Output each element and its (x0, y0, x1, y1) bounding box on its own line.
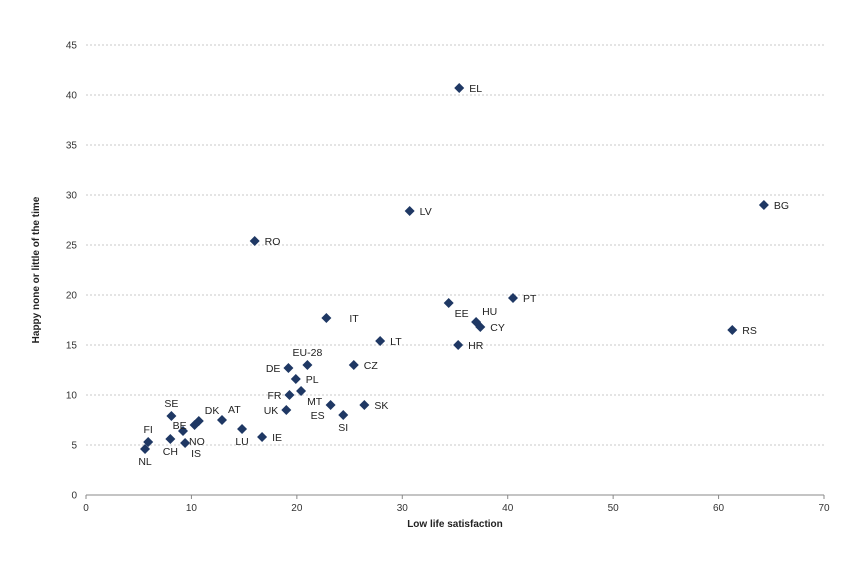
point-label-de: DE (266, 363, 281, 375)
data-point-fr (284, 390, 295, 400)
data-points (140, 83, 769, 454)
data-point-se (166, 411, 177, 421)
x-tick-label: 60 (713, 503, 725, 514)
point-label-mt: MT (307, 396, 323, 408)
data-point-lv (404, 206, 415, 216)
gridlines (86, 44, 824, 446)
data-point-eu-28 (302, 360, 313, 370)
data-point-rs (727, 325, 738, 335)
x-axis-title: Low life satisfaction (407, 519, 503, 530)
data-point-pl (290, 374, 301, 384)
point-label-uk: UK (264, 405, 279, 417)
point-label-se: SE (164, 398, 178, 410)
point-label-no: NO (189, 436, 205, 448)
point-label-hr: HR (468, 340, 484, 352)
x-tick-label: 30 (397, 503, 409, 514)
data-point-uk (281, 405, 292, 415)
point-label-at: AT (228, 404, 241, 416)
point-label-cy: CY (490, 322, 505, 334)
point-label-is: IS (191, 448, 201, 460)
point-label-ro: RO (265, 236, 281, 248)
data-point-ro (249, 236, 260, 246)
point-labels: EL BG LV RO PT EE HU CY RS IT LT HR EU-28 CZ DE PL MT FR S… (138, 83, 789, 468)
y-tick-label: 40 (66, 91, 78, 102)
point-label-nl: NL (138, 456, 152, 468)
point-label-rs: RS (742, 325, 757, 337)
data-point-si (338, 410, 349, 420)
point-label-bg: BG (774, 200, 789, 212)
data-point-ch (165, 434, 176, 444)
data-point-be (189, 420, 200, 430)
point-label-sk: SK (374, 400, 388, 412)
x-tick-label: 70 (818, 503, 830, 514)
point-label-eu-28: EU-28 (293, 347, 323, 359)
y-tick-label: 5 (71, 441, 77, 452)
point-label-el: EL (469, 83, 482, 95)
axes (85, 494, 825, 499)
y-tick-label: 15 (66, 341, 78, 352)
data-point-fi (143, 437, 154, 447)
data-point-cy (475, 322, 486, 332)
point-label-fr: FR (267, 390, 281, 402)
point-label-lv: LV (420, 206, 432, 218)
x-tick-label: 20 (291, 503, 303, 514)
point-label-ie: IE (272, 432, 282, 444)
y-tick-label: 20 (66, 291, 78, 302)
y-tick-label: 0 (71, 491, 77, 502)
y-tick-label: 35 (66, 141, 78, 152)
data-point-lu (237, 424, 248, 434)
point-label-pl: PL (306, 374, 319, 386)
point-label-be: BE (173, 420, 187, 432)
data-point-es (325, 400, 336, 410)
data-point-at (217, 415, 228, 425)
data-point-ie (257, 432, 268, 442)
data-point-cz (348, 360, 359, 370)
x-tick-label: 10 (186, 503, 198, 514)
y-tick-label: 25 (66, 241, 78, 252)
point-label-pt: PT (523, 293, 537, 305)
x-tick-label: 50 (608, 503, 620, 514)
point-label-fi: FI (144, 424, 153, 436)
point-label-cz: CZ (364, 360, 379, 372)
data-point-el (454, 83, 465, 93)
data-point-no (177, 426, 188, 436)
point-label-lu: LU (235, 436, 248, 448)
point-label-es: ES (311, 410, 325, 422)
point-label-hu: HU (482, 306, 497, 318)
y-axis-title: Happy none or little of the time (31, 196, 42, 343)
data-point-ee (443, 298, 454, 308)
data-point-bg (758, 200, 769, 210)
data-point-de (283, 363, 294, 373)
y-tick-label: 10 (66, 391, 78, 402)
data-point-it (321, 313, 332, 323)
data-point-mt (296, 386, 307, 396)
x-tick-label: 40 (502, 503, 514, 514)
point-label-dk: DK (205, 405, 220, 417)
data-point-sk (359, 400, 370, 410)
y-tick-label: 30 (66, 191, 78, 202)
data-point-hr (453, 340, 464, 350)
x-tick-label: 0 (83, 503, 89, 514)
tick-labels: 0 5 10 15 20 25 30 35 40 45 0 10 20 30 40 50 60 70 (66, 41, 830, 515)
point-label-it: IT (349, 313, 359, 325)
point-label-ch: CH (163, 446, 178, 458)
data-point-nl (140, 444, 151, 454)
data-point-is (180, 438, 191, 448)
y-tick-label: 45 (66, 41, 78, 52)
data-point-lt (375, 336, 386, 346)
point-label-si: SI (338, 422, 348, 434)
point-label-lt: LT (390, 336, 402, 348)
point-label-ee: EE (455, 308, 469, 320)
data-point-pt (507, 293, 518, 303)
